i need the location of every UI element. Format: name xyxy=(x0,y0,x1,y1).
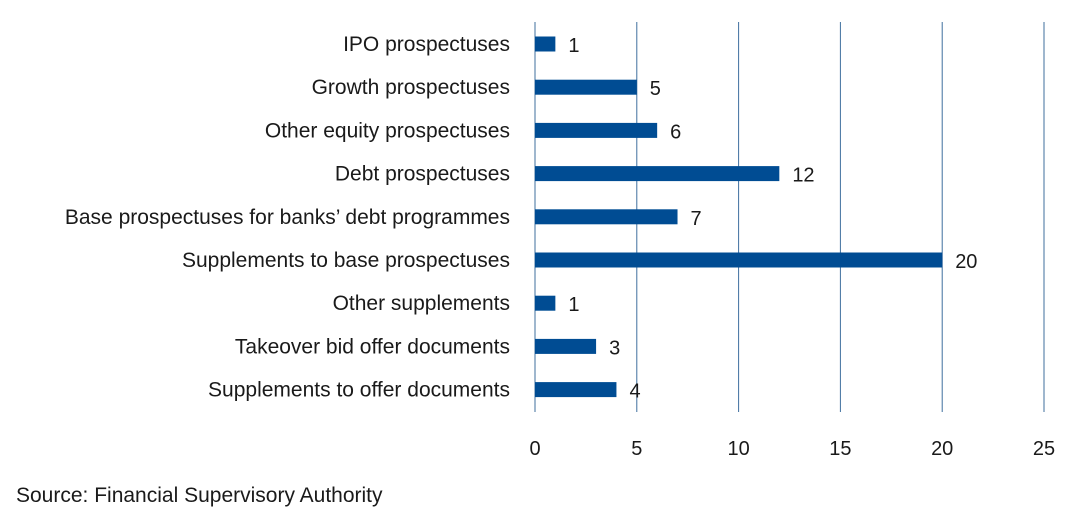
x-tick-label: 20 xyxy=(931,438,953,460)
category-label: Supplements to offer documents xyxy=(208,379,510,402)
category-labels: IPO prospectuses Growth prospectuses Other… xyxy=(65,33,510,402)
bar xyxy=(535,209,678,225)
data-label: 1 xyxy=(568,294,579,316)
bar xyxy=(535,79,637,95)
x-axis-tick-labels: 0 5 10 15 20 25 xyxy=(529,438,1055,460)
source-note: Source: Financial Supervisory Authority xyxy=(16,484,383,507)
bar xyxy=(535,36,556,52)
bar xyxy=(535,122,658,138)
bar-chart: IPO prospectuses Growth prospectuses Other… xyxy=(65,22,1055,460)
data-label: 3 xyxy=(609,337,620,359)
category-label: Debt prospectuses xyxy=(335,163,510,186)
data-label: 6 xyxy=(670,121,681,143)
category-label: IPO prospectuses xyxy=(343,33,510,56)
category-label: Supplements to base prospectuses xyxy=(182,249,510,272)
x-tick-label: 25 xyxy=(1033,438,1055,460)
x-tick-label: 0 xyxy=(529,438,540,460)
category-label: Other equity prospectuses xyxy=(265,119,510,142)
bar xyxy=(535,295,556,311)
category-label: Growth prospectuses xyxy=(312,76,510,99)
data-label: 12 xyxy=(792,165,814,187)
bar xyxy=(535,252,943,268)
bar xyxy=(535,338,597,354)
category-label: Takeover bid offer documents xyxy=(235,335,510,358)
data-label: 1 xyxy=(568,35,579,57)
category-label: Base prospectuses for banks’ debt progra… xyxy=(65,206,510,229)
data-labels: 1 56 12 7 20 1 34 xyxy=(568,35,977,403)
category-label: Other supplements xyxy=(333,292,510,315)
data-label: 20 xyxy=(955,251,977,273)
bar xyxy=(535,166,780,182)
data-label: 7 xyxy=(691,208,702,230)
x-tick-label: 15 xyxy=(829,438,851,460)
bars xyxy=(535,36,943,398)
data-label: 5 xyxy=(650,78,661,100)
data-label: 4 xyxy=(629,381,640,403)
x-tick-label: 5 xyxy=(631,438,642,460)
x-tick-label: 10 xyxy=(727,438,749,460)
bar xyxy=(535,382,617,398)
